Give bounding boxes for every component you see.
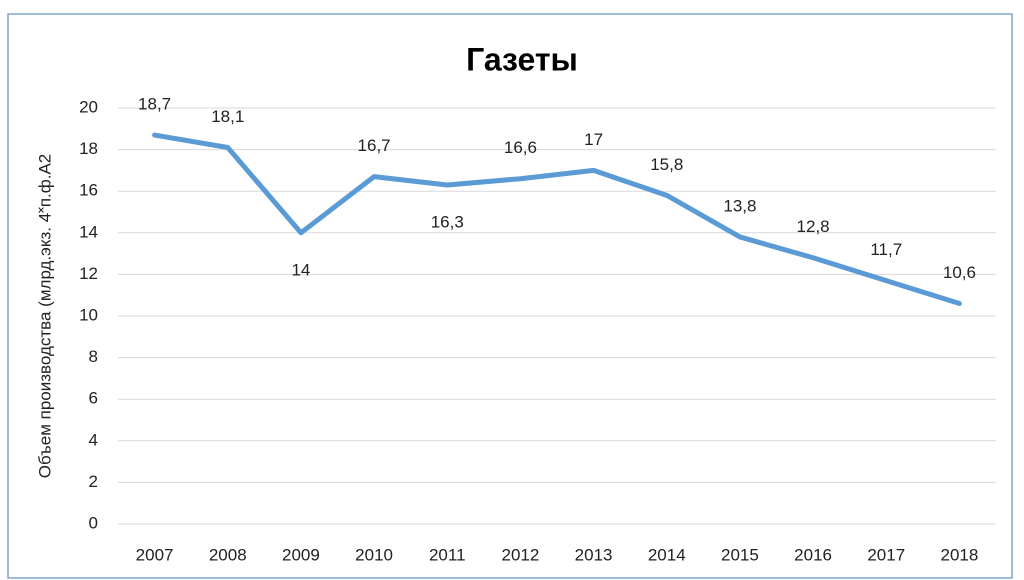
chart-title: Газеты (466, 41, 578, 77)
x-tick-label: 2013 (575, 545, 613, 564)
data-label: 11,7 (870, 240, 902, 259)
data-label: 14 (291, 260, 310, 279)
data-label: 15,8 (650, 155, 683, 174)
data-label: 18,7 (138, 95, 171, 114)
data-label: 16,6 (504, 138, 537, 157)
y-tick-label: 10 (79, 305, 98, 324)
x-tick-label: 2015 (721, 545, 759, 564)
y-tick-label: 12 (79, 264, 98, 283)
x-tick-label: 2017 (867, 545, 905, 564)
y-tick-label: 18 (79, 139, 98, 158)
data-label: 13,8 (723, 196, 756, 215)
y-tick-label: 20 (79, 97, 98, 116)
y-tick-label: 14 (79, 222, 98, 241)
x-tick-label: 2007 (136, 545, 174, 564)
data-label: 16,7 (358, 136, 391, 155)
x-tick-label: 2011 (429, 545, 466, 564)
x-tick-label: 2016 (794, 545, 832, 564)
series-line (152, 132, 962, 307)
y-tick-label: 8 (89, 347, 98, 366)
y-axis-label: Объем производства (млрд.экз. 4˟п.ф.А2 (35, 154, 54, 479)
y-tick-label: 0 (89, 513, 98, 532)
x-tick-label: 2012 (502, 545, 540, 564)
y-tick-label: 4 (89, 430, 98, 449)
y-tick-label: 2 (89, 472, 98, 491)
x-tick-label: 2009 (282, 545, 320, 564)
y-tick-label: 16 (79, 181, 98, 200)
data-label: 12,8 (797, 217, 830, 236)
x-tick-label: 2008 (209, 545, 247, 564)
data-label: 18,1 (211, 107, 244, 126)
x-tick-label: 2014 (648, 545, 686, 564)
data-label: 17 (584, 130, 603, 149)
x-tick-label: 2018 (941, 545, 979, 564)
data-label: 10,6 (943, 263, 976, 282)
y-tick-label: 6 (89, 389, 98, 408)
x-tick-label: 2010 (355, 545, 393, 564)
data-label: 16,3 (431, 212, 464, 231)
